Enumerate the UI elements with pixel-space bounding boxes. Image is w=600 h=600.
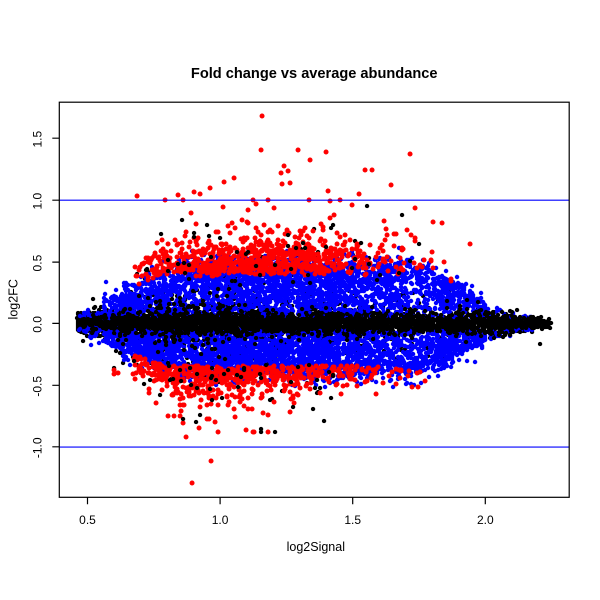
- svg-text:1.5: 1.5: [344, 513, 361, 527]
- svg-text:log2Signal: log2Signal: [287, 540, 345, 554]
- svg-text:-1.0: -1.0: [31, 437, 45, 458]
- svg-text:log2FC: log2FC: [7, 279, 21, 319]
- svg-text:0.5: 0.5: [31, 254, 45, 271]
- svg-text:-0.5: -0.5: [31, 376, 45, 397]
- svg-text:0.0: 0.0: [31, 316, 45, 333]
- svg-text:0.5: 0.5: [79, 513, 96, 527]
- svg-text:2.0: 2.0: [477, 513, 494, 527]
- svg-text:Fold change vs average abundan: Fold change vs average abundance: [191, 66, 438, 82]
- svg-text:1.0: 1.0: [212, 513, 229, 527]
- svg-text:1.0: 1.0: [31, 193, 45, 210]
- svg-text:1.5: 1.5: [31, 131, 45, 148]
